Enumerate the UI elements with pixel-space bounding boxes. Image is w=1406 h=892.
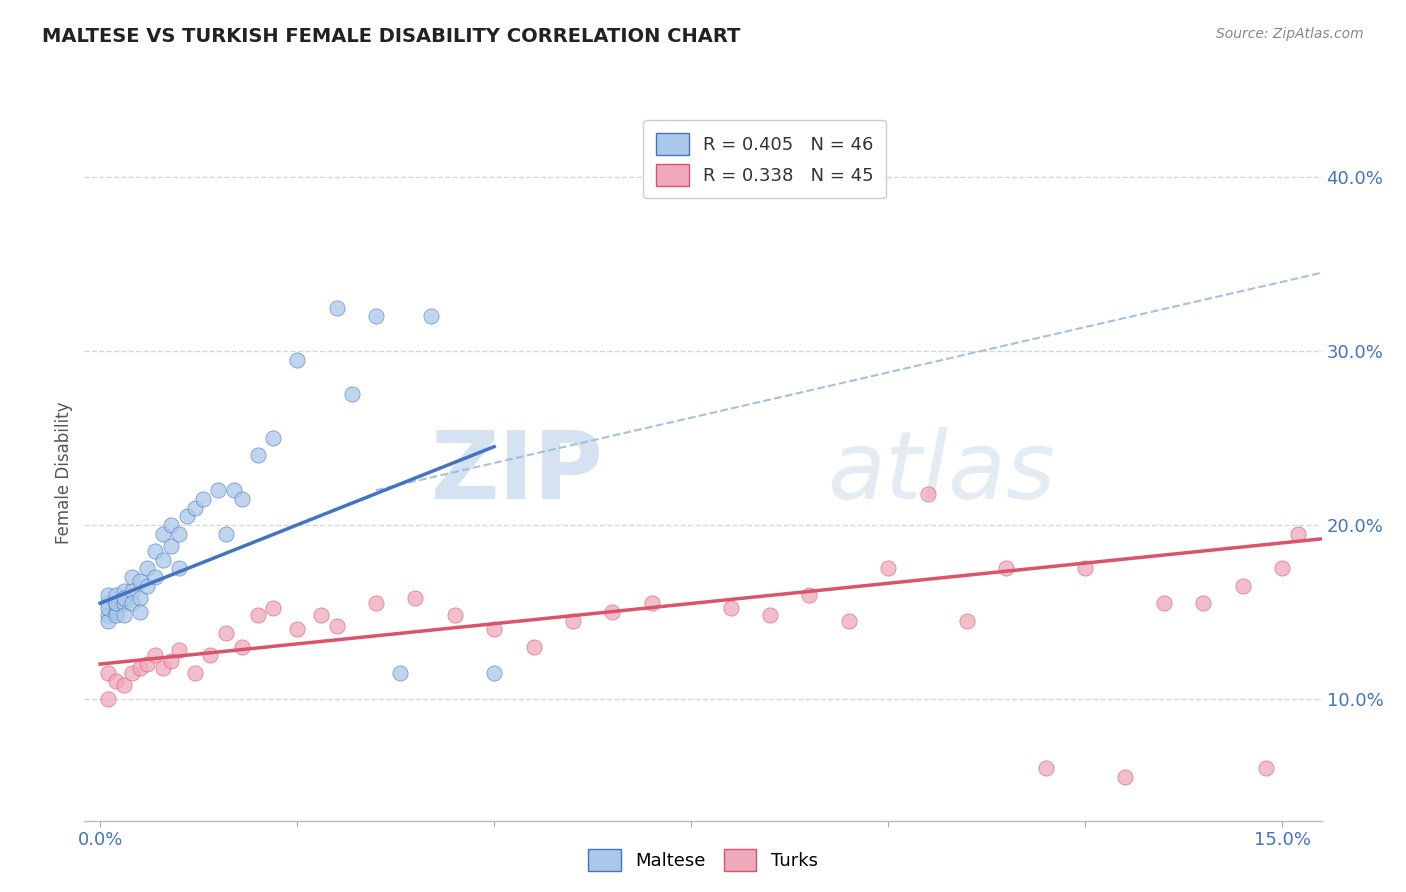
Point xyxy=(167,643,190,657)
Text: ZIP: ZIP xyxy=(432,426,605,519)
Point xyxy=(167,561,190,575)
Point xyxy=(121,570,143,584)
Point xyxy=(191,491,214,506)
Point xyxy=(263,431,285,445)
Point xyxy=(121,584,143,599)
Y-axis label: Female Disability: Female Disability xyxy=(55,401,73,544)
Point xyxy=(799,587,821,601)
Point xyxy=(342,387,364,401)
Point xyxy=(838,614,860,628)
Point xyxy=(97,587,120,601)
Point xyxy=(112,584,135,599)
Point xyxy=(231,640,253,654)
Point xyxy=(143,570,166,584)
Point xyxy=(917,486,939,500)
Point xyxy=(112,678,135,692)
Point xyxy=(97,614,120,628)
Point xyxy=(1256,761,1278,775)
Point xyxy=(97,601,120,615)
Point xyxy=(325,619,347,633)
Text: MALTESE VS TURKISH FEMALE DISABILITY CORRELATION CHART: MALTESE VS TURKISH FEMALE DISABILITY COR… xyxy=(42,27,741,45)
Point xyxy=(121,596,143,610)
Text: atlas: atlas xyxy=(827,427,1054,518)
Point xyxy=(215,526,238,541)
Point xyxy=(136,561,159,575)
Point xyxy=(104,596,127,610)
Point xyxy=(1232,579,1254,593)
Point xyxy=(1114,770,1136,784)
Point xyxy=(1286,526,1309,541)
Point xyxy=(112,591,135,605)
Point xyxy=(207,483,229,498)
Point xyxy=(97,692,120,706)
Point xyxy=(325,301,347,315)
Point xyxy=(263,601,285,615)
Point xyxy=(1153,596,1175,610)
Point xyxy=(720,601,742,615)
Point xyxy=(128,591,150,605)
Point xyxy=(877,561,900,575)
Point xyxy=(176,509,198,524)
Point xyxy=(364,309,387,323)
Point xyxy=(759,608,782,623)
Legend: Maltese, Turks: Maltese, Turks xyxy=(581,842,825,879)
Point xyxy=(482,622,505,636)
Point xyxy=(160,654,183,668)
Point xyxy=(641,596,664,610)
Point xyxy=(104,608,127,623)
Point xyxy=(522,640,544,654)
Point xyxy=(121,665,143,680)
Point xyxy=(285,622,308,636)
Point xyxy=(309,608,332,623)
Point xyxy=(1271,561,1294,575)
Point xyxy=(97,608,120,623)
Point xyxy=(97,665,120,680)
Point xyxy=(443,608,465,623)
Legend: R = 0.405   N = 46, R = 0.338   N = 45: R = 0.405 N = 46, R = 0.338 N = 45 xyxy=(644,120,886,198)
Point xyxy=(215,625,238,640)
Point xyxy=(104,674,127,689)
Point xyxy=(285,352,308,367)
Point xyxy=(1035,761,1057,775)
Point xyxy=(128,660,150,674)
Text: Source: ZipAtlas.com: Source: ZipAtlas.com xyxy=(1216,27,1364,41)
Point xyxy=(995,561,1018,575)
Point xyxy=(1074,561,1097,575)
Point xyxy=(136,657,159,671)
Point xyxy=(112,596,135,610)
Point xyxy=(160,539,183,553)
Point xyxy=(104,587,127,601)
Point xyxy=(388,665,411,680)
Point xyxy=(160,517,183,532)
Point xyxy=(364,596,387,610)
Point xyxy=(97,596,120,610)
Point xyxy=(104,596,127,610)
Point xyxy=(152,526,174,541)
Point xyxy=(143,648,166,663)
Point xyxy=(222,483,245,498)
Point xyxy=(1192,596,1215,610)
Point xyxy=(183,665,205,680)
Point xyxy=(482,665,505,680)
Point xyxy=(420,309,443,323)
Point xyxy=(404,591,426,605)
Point xyxy=(167,526,190,541)
Point xyxy=(104,605,127,619)
Point xyxy=(956,614,979,628)
Point xyxy=(562,614,585,628)
Point xyxy=(246,448,269,462)
Point xyxy=(231,491,253,506)
Point xyxy=(602,605,624,619)
Point xyxy=(183,500,205,515)
Point xyxy=(200,648,222,663)
Point xyxy=(143,544,166,558)
Point xyxy=(246,608,269,623)
Point xyxy=(152,660,174,674)
Point xyxy=(128,605,150,619)
Point xyxy=(128,574,150,588)
Point xyxy=(112,608,135,623)
Point xyxy=(152,552,174,567)
Point xyxy=(136,579,159,593)
